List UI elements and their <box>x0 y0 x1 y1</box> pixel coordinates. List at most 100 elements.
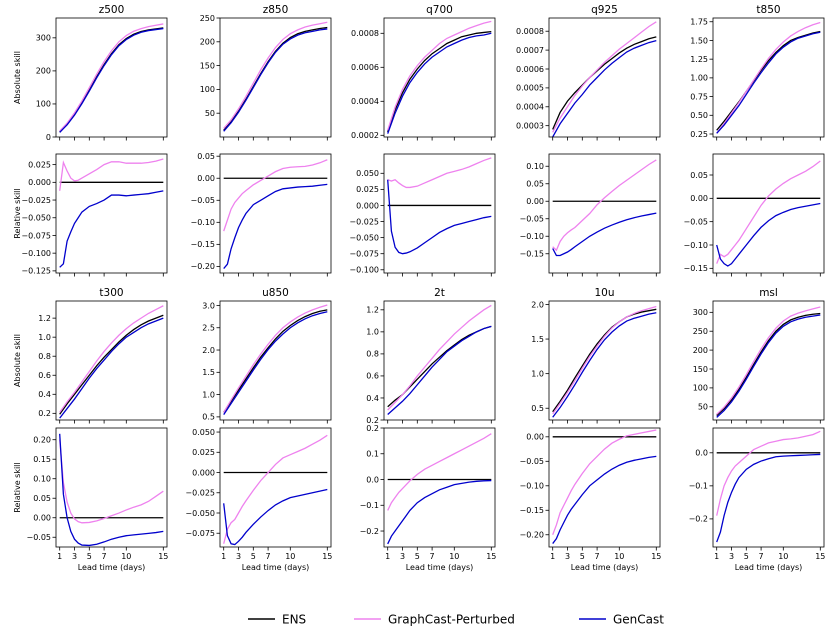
axes-frame <box>55 427 168 548</box>
y-tick-label: 0.05 <box>33 494 51 503</box>
y-tick-label: 0.05 <box>197 152 215 161</box>
subplot-11: 0.2 0.4 0.6 0.8 1.0 1.2 t300 Absolute skill <box>13 287 168 424</box>
series-line-gencast <box>223 488 328 546</box>
y-axis-label: Absolute skill <box>13 51 22 104</box>
axes-frame <box>712 300 825 421</box>
subplot-10: −0.15 −0.10 −0.05 0.00 0.05 <box>683 153 825 277</box>
y-tick-label: 0.15 <box>33 455 51 464</box>
y-tick-label: −0.050 <box>349 233 379 242</box>
series-line-graphcast-perturbed <box>387 433 492 511</box>
subplot-title: 2t <box>434 287 445 299</box>
x-tick-label: 5 <box>251 552 256 561</box>
y-tick-label: −0.100 <box>349 266 379 275</box>
y-tick-label: 0.0006 <box>351 63 379 72</box>
x-tick-label: 7 <box>759 552 764 561</box>
x-tick-label: 15 <box>651 552 661 561</box>
series-line-graphcast-perturbed <box>552 159 657 252</box>
x-tick-label: 5 <box>415 552 420 561</box>
series-line-gencast <box>59 190 164 268</box>
axes-frame <box>712 153 825 274</box>
y-tick-label: 0.6 <box>38 371 51 380</box>
subplot-title: t850 <box>756 4 780 16</box>
y-tick-label: 200 <box>36 67 51 76</box>
y-tick-label: 1.0 <box>531 369 544 378</box>
subplot-title: q700 <box>426 4 453 16</box>
y-tick-label: 2.0 <box>202 346 215 355</box>
y-tick-label: 0.2 <box>366 416 379 425</box>
subplot-9: −0.15 −0.10 −0.05 0.00 0.05 0.10 <box>519 153 661 277</box>
y-tick-label: 0 <box>46 133 51 142</box>
series-line-gencast <box>223 28 328 132</box>
y-tick-label: 0.1 <box>366 450 379 459</box>
axes-frame <box>548 300 661 421</box>
x-tick-label: 7 <box>430 552 435 561</box>
y-tick-label: 150 <box>693 365 708 374</box>
series-line-graphcast-perturbed <box>223 159 328 232</box>
y-tick-label: −0.05 <box>519 215 544 224</box>
series-line-graphcast-perturbed <box>716 306 821 415</box>
subplot-title: z500 <box>99 4 125 16</box>
y-tick-label: −0.05 <box>683 217 708 226</box>
y-tick-label: −0.100 <box>21 249 51 258</box>
y-tick-label: 0.0004 <box>351 97 379 106</box>
x-tick-label: 3 <box>236 552 241 561</box>
y-tick-label: −0.15 <box>519 506 544 515</box>
y-tick-label: 3.0 <box>202 301 215 310</box>
x-axis-label: Lead time (days) <box>242 563 310 572</box>
y-tick-label: −0.1 <box>360 501 379 510</box>
y-tick-label: −0.10 <box>190 218 215 227</box>
y-tick-label: 0.0008 <box>516 27 544 36</box>
x-tick-label: 10 <box>121 552 131 561</box>
x-axis-label: Lead time (days) <box>735 563 803 572</box>
y-tick-label: 0.4 <box>38 390 51 399</box>
y-tick-label: 0.00 <box>526 197 544 206</box>
y-tick-label: 0.000 <box>192 468 215 477</box>
legend: ENS GraphCast-Perturbed GenCast <box>248 613 664 627</box>
subplot-1: 0 100 200 300 z500 Absolute skill <box>13 4 168 142</box>
y-tick-label: 1.0 <box>202 390 215 399</box>
y-tick-label: 0.00 <box>197 174 215 183</box>
y-tick-label: 0.00 <box>33 514 51 523</box>
x-axis-label: Lead time (days) <box>406 563 474 572</box>
y-tick-label: −0.025 <box>21 196 51 205</box>
y-tick-label: 0.025 <box>192 448 215 457</box>
y-tick-label: 100 <box>200 85 215 94</box>
y-tick-label: 300 <box>36 34 51 43</box>
subplot-7: −0.20 −0.15 −0.10 −0.05 0.00 0.05 <box>190 152 332 277</box>
series-line-ens <box>716 30 821 131</box>
x-tick-label: 15 <box>486 552 496 561</box>
series-line-ens <box>59 27 164 133</box>
y-tick-label: 0.0 <box>695 449 708 458</box>
series-line-graphcast-perturbed <box>223 21 328 129</box>
series-line-graphcast-perturbed <box>223 304 328 413</box>
series-line-gencast <box>387 179 492 255</box>
y-tick-label: 0.05 <box>526 180 544 189</box>
y-tick-label: −0.075 <box>21 231 51 240</box>
subplot-12: 0.5 1.0 1.5 2.0 2.5 3.0 u850 <box>202 287 332 424</box>
subplot-15: 50 100 150 200 250 300 msl <box>693 287 825 424</box>
subplot-title: z850 <box>263 4 289 16</box>
x-tick-label: 5 <box>580 552 585 561</box>
y-tick-label: 100 <box>36 100 51 109</box>
y-tick-label: −0.15 <box>683 264 708 273</box>
y-tick-label: 0.75 <box>690 92 708 101</box>
y-tick-label: 200 <box>693 346 708 355</box>
y-tick-label: 1.25 <box>690 55 708 64</box>
axes-frame <box>383 300 496 421</box>
y-tick-label: 0.8 <box>366 350 379 359</box>
y-tick-label: 0.20 <box>33 436 51 445</box>
y-tick-label: −0.025 <box>349 217 379 226</box>
y-tick-label: 2.5 <box>202 324 215 333</box>
x-tick-label: 3 <box>565 552 570 561</box>
y-tick-label: 1.50 <box>690 36 708 45</box>
subplot-14: 0.5 1.0 1.5 2.0 10u <box>531 287 661 424</box>
y-tick-label: 0.0005 <box>516 84 544 93</box>
series-line-graphcast-perturbed <box>716 430 821 516</box>
series-line-ens <box>552 308 657 413</box>
y-tick-label: 200 <box>200 38 215 47</box>
axes-frame <box>219 17 332 138</box>
axes-frame <box>548 427 661 548</box>
subplot-6: −0.125 −0.100 −0.075 −0.050 −0.025 0.000 0.025… <box>13 153 168 277</box>
subplot-13: 0.2 0.4 0.6 0.8 1.0 1.2 2t <box>366 287 496 425</box>
